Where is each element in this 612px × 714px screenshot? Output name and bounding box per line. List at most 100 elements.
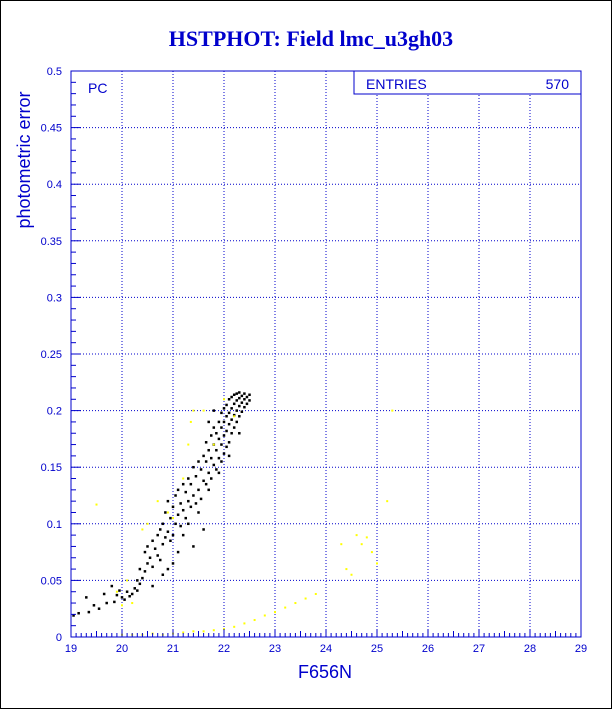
yellow-data-point xyxy=(121,604,123,607)
black-data-point xyxy=(217,437,221,441)
black-data-point xyxy=(245,402,249,406)
black-data-point xyxy=(220,426,223,429)
black-data-point xyxy=(235,420,238,424)
black-data-point xyxy=(166,499,170,503)
black-data-point xyxy=(151,539,154,543)
x-tick-label: 23 xyxy=(269,643,281,655)
black-data-point xyxy=(243,398,246,401)
black-data-point xyxy=(113,600,116,604)
black-data-point xyxy=(118,589,121,592)
black-data-point xyxy=(197,460,200,463)
yellow-data-point xyxy=(187,443,190,446)
y-tick-label: 0.2 xyxy=(47,406,62,418)
chart-title: HSTPHOT: Field lmc_u3gh03 xyxy=(169,26,453,51)
black-data-point xyxy=(212,463,216,467)
yellow-data-point xyxy=(212,629,215,632)
black-data-point xyxy=(169,516,172,520)
black-data-point xyxy=(222,434,226,437)
black-data-point xyxy=(161,522,165,526)
yellow-data-point xyxy=(345,568,348,571)
black-data-point xyxy=(199,468,203,471)
plot-area-border xyxy=(70,70,582,638)
x-tick-label: 29 xyxy=(575,643,587,655)
black-data-point xyxy=(210,477,213,480)
black-data-point xyxy=(212,409,216,412)
black-data-point xyxy=(245,395,249,399)
black-data-point xyxy=(227,441,231,444)
black-data-point xyxy=(232,426,236,429)
black-data-point xyxy=(174,522,177,526)
yellow-data-point xyxy=(243,622,246,625)
black-data-point xyxy=(227,411,231,415)
yellow-data-point xyxy=(131,602,134,605)
black-data-point xyxy=(176,513,180,516)
yellow-data-point xyxy=(386,500,389,503)
x-tick-label: 20 xyxy=(116,643,128,655)
black-data-point xyxy=(243,392,246,395)
black-data-point xyxy=(151,584,154,588)
yellow-data-point xyxy=(95,503,98,506)
black-data-point xyxy=(225,403,228,407)
black-data-point xyxy=(248,399,251,402)
yellow-data-point xyxy=(202,630,205,633)
black-data-point xyxy=(136,589,139,592)
y-tick-label: 0.3 xyxy=(47,292,62,304)
y-tick-label: 0 xyxy=(56,632,62,644)
yellow-data-point xyxy=(233,415,236,418)
black-data-point xyxy=(197,511,200,514)
stats-label: ENTRIES xyxy=(366,76,427,92)
black-data-point xyxy=(235,409,238,412)
black-data-point xyxy=(184,490,187,494)
black-data-point xyxy=(174,494,177,497)
black-data-point xyxy=(230,431,233,435)
black-data-point xyxy=(207,488,210,492)
yellow-data-point xyxy=(391,409,394,412)
yellow-data-point xyxy=(202,409,205,412)
yellow-data-point xyxy=(212,443,215,446)
y-tick-label: 0.15 xyxy=(41,462,62,474)
black-data-point xyxy=(102,592,106,596)
black-data-point xyxy=(187,522,190,526)
black-data-point xyxy=(192,494,195,497)
black-data-point xyxy=(125,590,129,593)
black-data-point xyxy=(230,418,233,421)
black-data-point xyxy=(240,401,244,404)
black-data-point xyxy=(217,471,221,475)
black-data-point xyxy=(110,584,114,588)
black-data-point xyxy=(240,410,244,413)
black-data-point xyxy=(217,456,221,460)
black-data-point xyxy=(156,533,159,537)
black-data-point xyxy=(227,398,231,401)
black-data-point xyxy=(120,596,124,599)
black-data-point xyxy=(189,505,193,509)
black-data-point xyxy=(220,460,223,463)
black-data-point xyxy=(115,593,119,597)
black-data-point xyxy=(240,394,244,398)
y-tick-label: 0.25 xyxy=(41,349,62,361)
yellow-data-point xyxy=(189,420,192,423)
yellow-data-point xyxy=(360,543,363,546)
x-tick-label: 21 xyxy=(167,643,179,655)
yellow-data-point xyxy=(314,592,317,595)
y-tick-label: 0.5 xyxy=(47,66,62,78)
black-data-point xyxy=(215,468,218,471)
black-data-point xyxy=(215,431,218,435)
black-data-point xyxy=(176,550,180,554)
x-tick-label: 28 xyxy=(524,643,536,655)
black-data-point xyxy=(204,460,208,463)
black-data-point xyxy=(181,482,185,486)
yellow-data-point xyxy=(233,625,236,628)
black-data-point xyxy=(207,471,210,475)
yellow-data-point xyxy=(304,597,307,600)
stats-box: ENTRIES 570 xyxy=(353,70,582,95)
black-data-point xyxy=(220,411,223,415)
yellow-data-point xyxy=(192,630,195,633)
yellow-data-point xyxy=(263,614,266,617)
black-data-point xyxy=(220,443,223,446)
black-data-point xyxy=(138,567,142,571)
black-data-point xyxy=(136,579,139,582)
stats-value: 570 xyxy=(546,76,570,92)
yellow-data-point xyxy=(223,398,225,401)
black-data-point xyxy=(184,516,187,520)
black-data-point xyxy=(143,570,147,573)
